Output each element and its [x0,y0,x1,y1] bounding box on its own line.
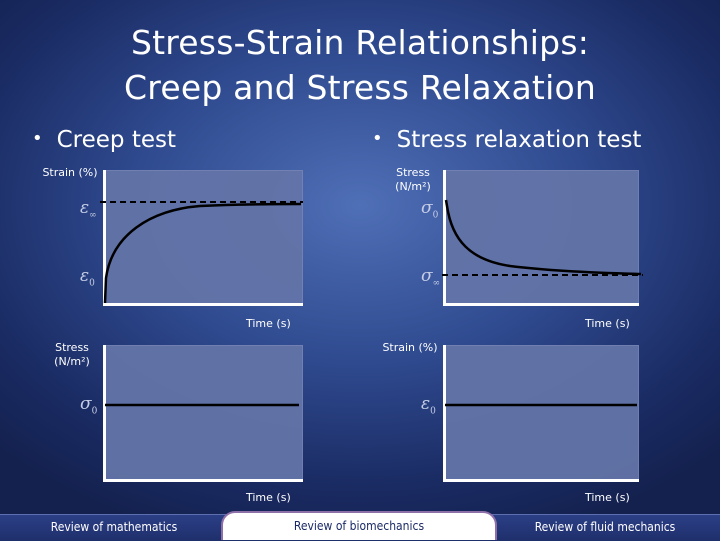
creep-strain-sym-zero: ε0 [80,266,95,289]
nav-review-of-fluid-mechanics[interactable]: Review of fluid mechanics [534,520,676,534]
bullet-dot-icon: • [32,128,43,149]
relax-stress-sym-inf: σ∞ [421,266,441,289]
nav-review-of-biomechanics[interactable]: Review of biomechanics [221,511,497,540]
relax-stress-curve [444,199,642,276]
slide-title: Stress-Strain Relationships: Creep and S… [0,20,720,110]
title-line-1: Stress-Strain Relationships: [130,23,590,62]
creep-stress-y-axis [103,345,106,482]
creep-strain-xlabel: Time (s) [246,317,291,330]
creep-stress-xlabel: Time (s) [246,491,291,504]
relax-stress-ylabel: Stress (N/m²) [395,166,431,193]
bullet-dot-icon: • [372,128,383,149]
creep-strain-ylabel: Strain (%) [42,166,98,179]
bullet-stress-relaxation-test: • Stress relaxation test [372,127,641,153]
footer-nav: Review of mathematics Review of biomecha… [0,509,720,541]
relax-strain-sym: ε0 [421,394,436,417]
creep-strain-x-axis [103,303,303,306]
relax-stress-xlabel: Time (s) [585,317,630,330]
nav-review-of-mathematics[interactable]: Review of mathematics [50,520,178,534]
relax-strain-ylabel: Strain (%) [382,341,438,354]
relax-stress-plot-area [443,170,639,306]
creep-stress-ylabel: Stress (N/m²) [54,341,90,368]
relax-stress-y-axis [443,170,446,306]
relax-strain-xlabel: Time (s) [585,491,630,504]
bullet-relaxation-label: Stress relaxation test [396,127,642,153]
relax-strain-plot-area [443,345,639,482]
title-line-2: Creep and Stress Relaxation [124,68,596,107]
creep-stress-x-axis [103,479,303,482]
relax-strain-y-axis [443,345,446,482]
relax-stress-sym-zero: σ0 [421,198,439,221]
creep-strain-plot-area [103,170,303,306]
bullet-creep-label: Creep test [56,127,177,153]
creep-strain-y-axis [103,170,106,306]
bullet-creep-test: • Creep test [32,127,176,153]
creep-stress-plot-area [103,345,303,482]
creep-strain-sym-inf: ε∞ [80,198,97,221]
creep-stress-sym: σ0 [80,394,98,417]
relax-stress-x-axis [443,303,639,306]
relax-strain-x-axis [443,479,639,482]
creep-strain-curve [103,202,302,304]
